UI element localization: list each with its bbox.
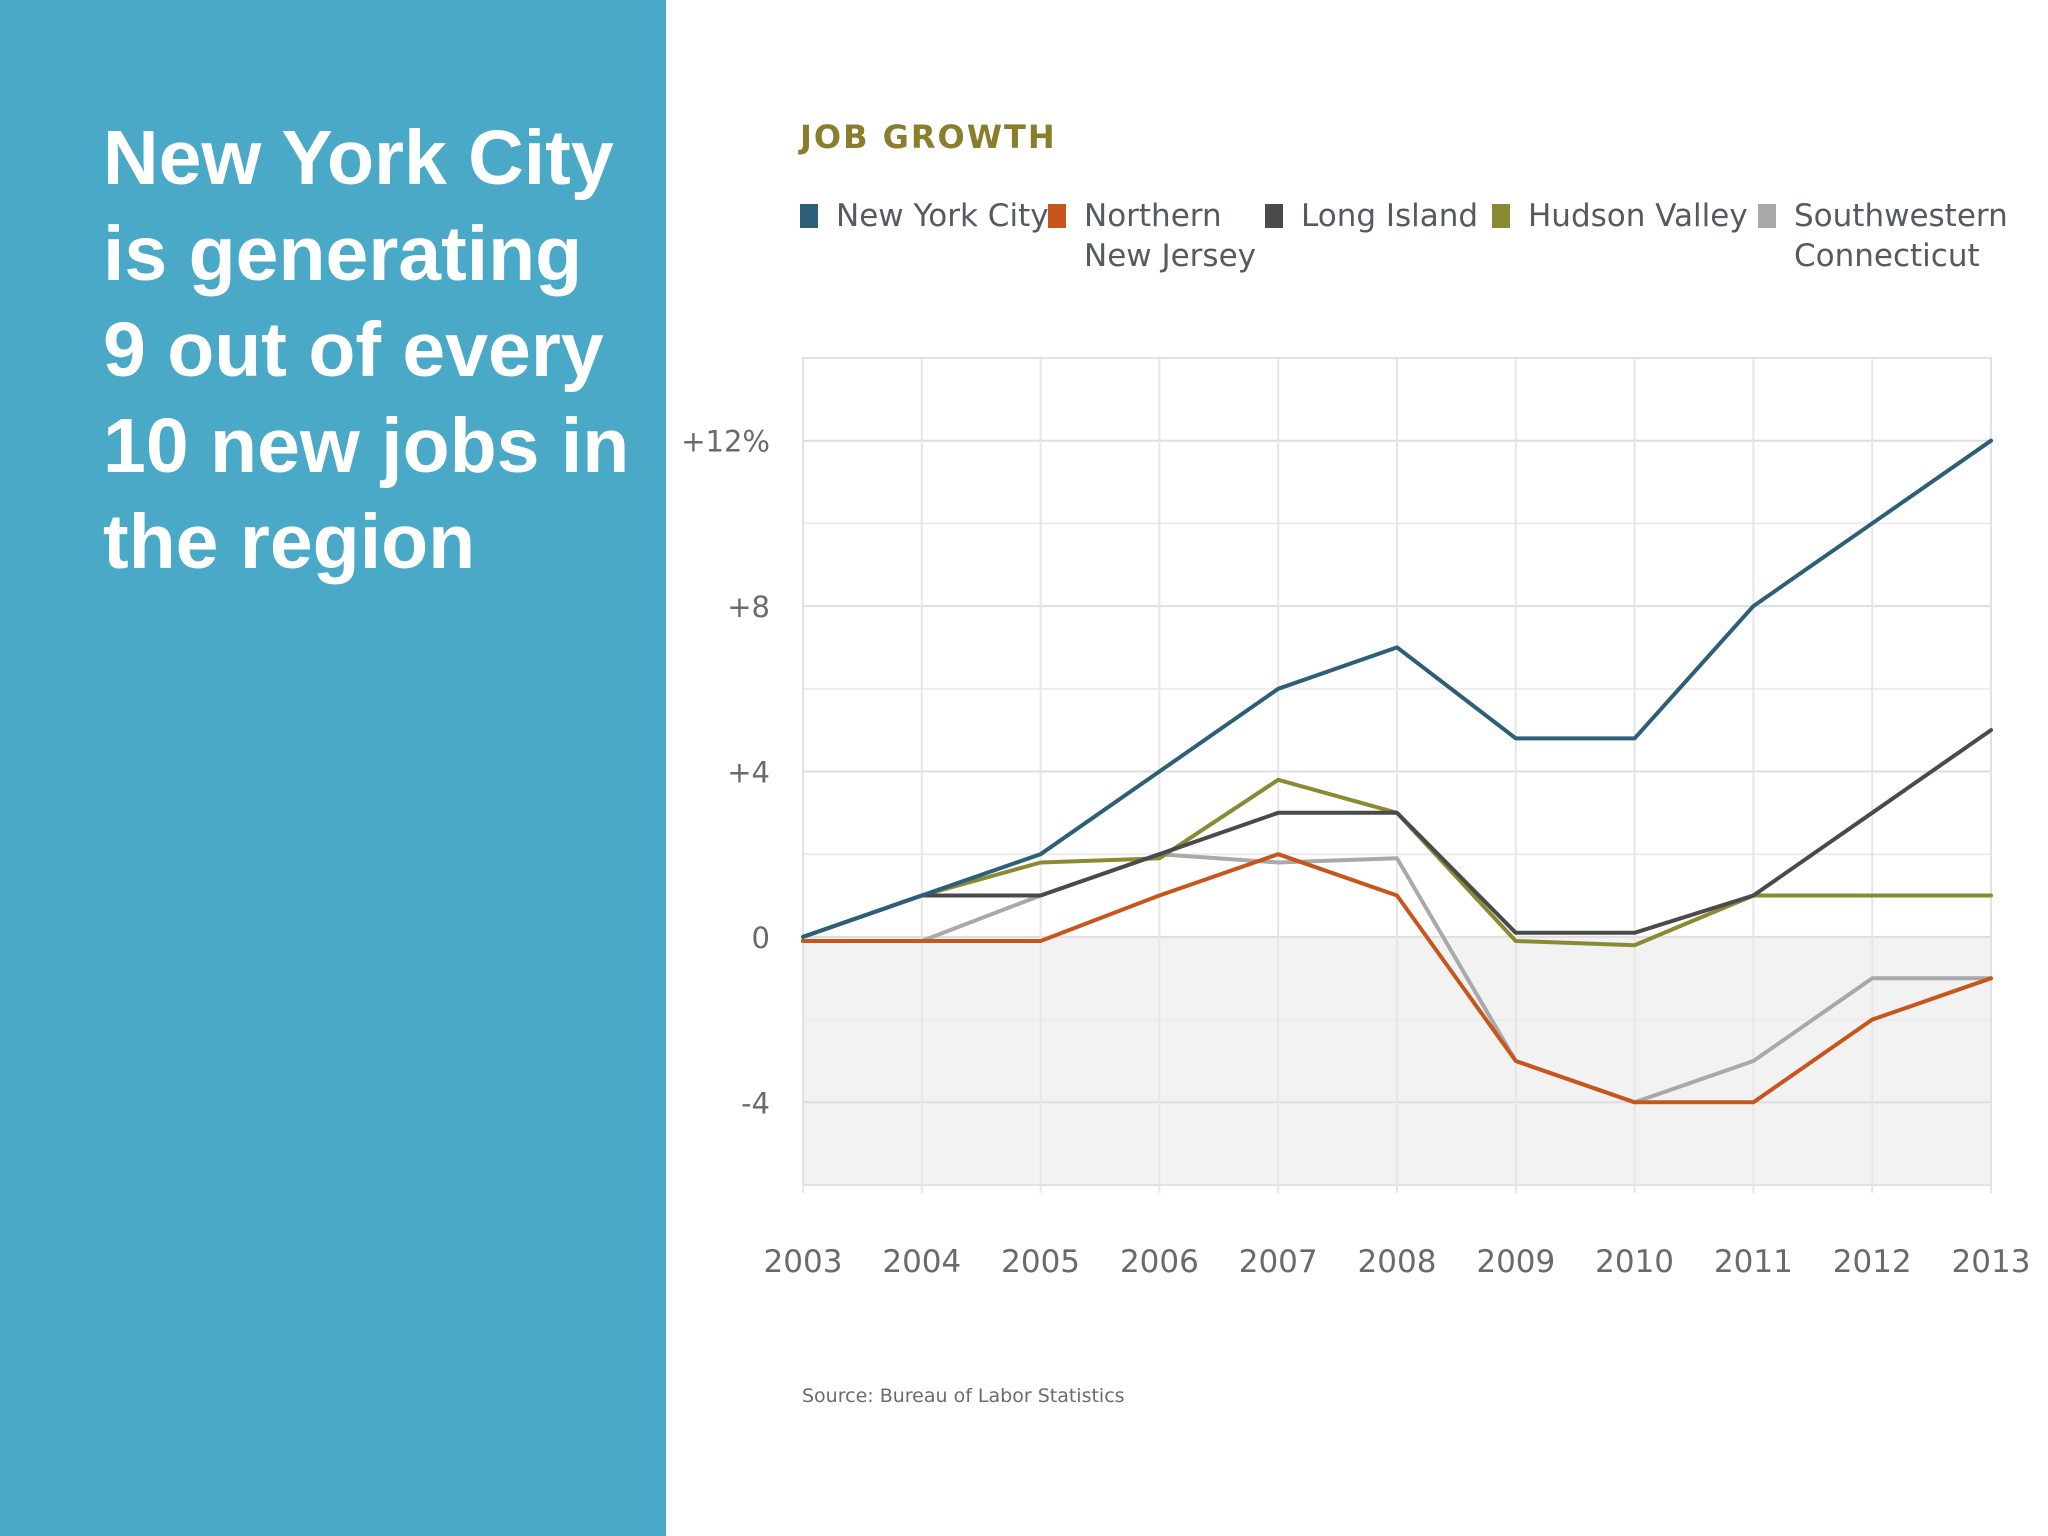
series-line	[801, 852, 1993, 1105]
slide-headline: New York City is generating 9 out of eve…	[103, 115, 630, 585]
legend-label: New York City	[836, 198, 1049, 234]
y-tick-label: 0	[752, 921, 770, 955]
headline-panel	[0, 0, 666, 1536]
series-line	[801, 438, 1993, 939]
legend-item: Northern New Jersey	[1048, 196, 1256, 276]
x-tick-label: 2004	[882, 1244, 961, 1280]
y-tick-label: +12%	[681, 425, 770, 459]
legend-label: Southwestern Connecticut	[1794, 198, 2008, 274]
series-line	[801, 728, 1993, 939]
x-tick-label: 2011	[1714, 1244, 1793, 1280]
x-tick-label: 2003	[764, 1244, 843, 1280]
legend-swatch	[800, 204, 818, 228]
legend-label: Long Island	[1301, 198, 1479, 234]
x-tick-label: 2007	[1239, 1244, 1318, 1280]
y-tick-label: +8	[727, 590, 770, 624]
legend-item: Southwestern Connecticut	[1758, 196, 2008, 276]
y-tick-label: +4	[727, 756, 770, 790]
x-tick-label: 2013	[1952, 1244, 2031, 1280]
legend-swatch	[1492, 204, 1510, 228]
series-line	[801, 852, 1993, 1105]
legend-swatch	[1048, 204, 1066, 228]
x-tick-label: 2009	[1476, 1244, 1555, 1280]
legend-item: New York City	[800, 196, 1049, 236]
x-tick-label: 2006	[1120, 1244, 1199, 1280]
legend-label: Northern New Jersey	[1084, 198, 1256, 274]
legend-swatch	[1265, 204, 1283, 228]
source-note: Source: Bureau of Labor Statistics	[802, 1385, 1125, 1407]
legend-label: Hudson Valley	[1528, 198, 1748, 234]
legend-item: Hudson Valley	[1492, 196, 1748, 236]
y-tick-label: -4	[741, 1086, 770, 1120]
legend-swatch	[1758, 204, 1776, 228]
chart-title: JOB GROWTH	[800, 118, 1057, 156]
legend-item: Long Island	[1265, 196, 1478, 236]
x-tick-label: 2008	[1358, 1244, 1437, 1280]
x-tick-label: 2005	[1001, 1244, 1080, 1280]
x-tick-label: 2012	[1833, 1244, 1912, 1280]
plot-frame	[802, 357, 1992, 1186]
x-tick-label: 2010	[1595, 1244, 1674, 1280]
